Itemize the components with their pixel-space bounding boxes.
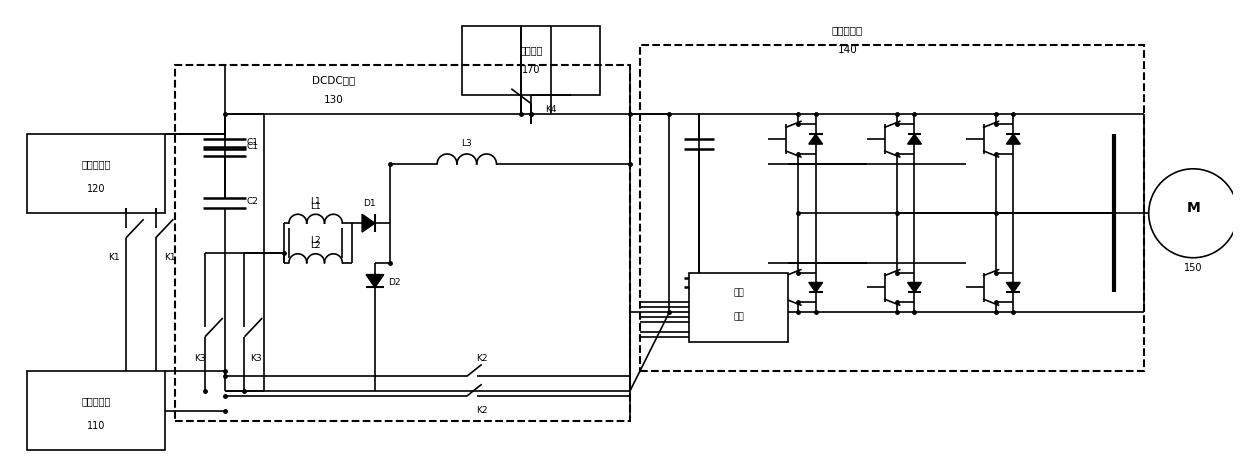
Text: K3: K3 <box>250 354 262 363</box>
Polygon shape <box>1007 282 1021 292</box>
Polygon shape <box>808 282 822 292</box>
Text: 调制: 调制 <box>733 288 744 297</box>
Text: 其他车辆: 其他车辆 <box>520 45 543 55</box>
Polygon shape <box>1007 134 1021 144</box>
Text: D1: D1 <box>362 199 376 208</box>
Polygon shape <box>808 134 822 144</box>
Bar <box>689 272 787 342</box>
Text: 电机控制器: 电机控制器 <box>832 26 863 35</box>
Text: L2: L2 <box>310 241 321 250</box>
Text: L3: L3 <box>461 139 472 148</box>
Text: M: M <box>1187 201 1200 215</box>
Polygon shape <box>908 282 921 292</box>
Text: 120: 120 <box>87 184 105 193</box>
Bar <box>27 134 165 213</box>
Text: K4: K4 <box>546 105 557 114</box>
Text: D2: D2 <box>388 278 401 287</box>
Bar <box>640 45 1143 371</box>
Text: 110: 110 <box>87 421 105 431</box>
Bar <box>461 26 600 95</box>
Text: 170: 170 <box>522 65 541 75</box>
Text: 140: 140 <box>837 45 857 55</box>
Text: C2: C2 <box>247 197 258 206</box>
Circle shape <box>1148 169 1238 258</box>
Text: 电路: 电路 <box>733 313 744 322</box>
Text: K3: K3 <box>195 354 206 363</box>
Text: L2: L2 <box>310 236 321 245</box>
Text: C1: C1 <box>247 138 258 147</box>
Text: 130: 130 <box>324 95 343 105</box>
Text: DCDC电路: DCDC电路 <box>311 75 355 85</box>
Text: 第二电池包: 第二电池包 <box>82 159 110 169</box>
Text: K1: K1 <box>108 253 120 262</box>
Text: C1: C1 <box>247 142 258 151</box>
Text: 150: 150 <box>1184 263 1203 272</box>
Text: 第一电池包: 第一电池包 <box>82 396 110 406</box>
Bar <box>27 371 165 450</box>
Polygon shape <box>366 274 384 288</box>
Bar <box>175 65 630 421</box>
Polygon shape <box>908 134 921 144</box>
Text: L1: L1 <box>310 202 321 211</box>
Text: K2: K2 <box>476 354 487 363</box>
Text: K1: K1 <box>165 253 176 262</box>
Text: K2: K2 <box>476 406 487 415</box>
Polygon shape <box>362 214 374 232</box>
Text: L1: L1 <box>310 197 321 206</box>
